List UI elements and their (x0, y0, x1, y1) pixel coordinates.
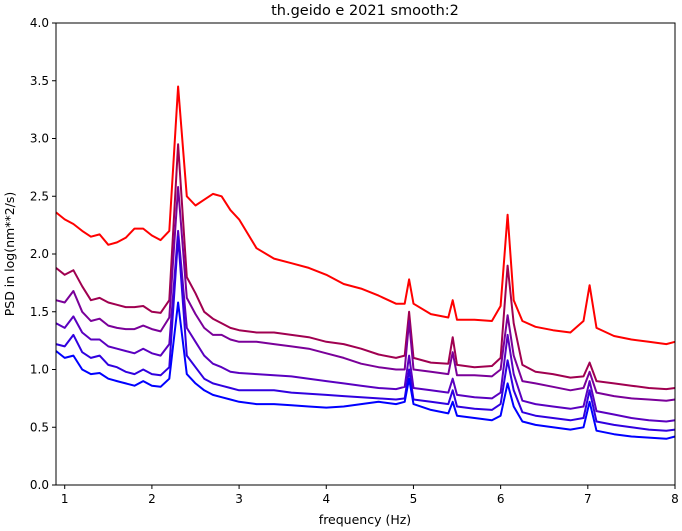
series-line-4 (55, 229, 676, 423)
y-tick-label: 3.0 (30, 132, 49, 146)
chart-title: th.geido e 2021 smooth:2 (271, 3, 459, 19)
x-axis: 1 2 3 4 5 6 7 8 (61, 485, 679, 506)
y-tick-label: 1.5 (30, 305, 49, 319)
series-line-2 (55, 143, 676, 391)
x-tick-label: 7 (584, 492, 592, 506)
y-tick-label: 2.5 (30, 189, 49, 203)
series-line-1 (55, 85, 676, 346)
plot-frame (55, 22, 676, 486)
y-tick-label: 0.5 (30, 420, 49, 434)
x-tick-label: 6 (497, 492, 505, 506)
x-tick-label: 2 (148, 492, 156, 506)
series-line-5 (55, 235, 676, 432)
x-tick-label: 5 (410, 492, 418, 506)
series-line-6 (55, 301, 676, 440)
y-tick-label: 1.0 (30, 363, 49, 377)
x-tick-label: 1 (61, 492, 69, 506)
x-axis-label: frequency (Hz) (319, 512, 411, 527)
series-layer (55, 85, 676, 440)
y-tick-label: 0.0 (30, 478, 49, 492)
y-axis: 0.0 0.5 1.0 1.5 2.0 2.5 3.0 3.5 4.0 (30, 16, 56, 492)
y-axis-label: PSD in log(nm**2/s) (2, 192, 17, 317)
x-tick-label: 3 (235, 492, 243, 506)
x-tick-label: 8 (671, 492, 679, 506)
y-tick-label: 4.0 (30, 16, 49, 30)
x-tick-label: 4 (322, 492, 330, 506)
series-line-3 (55, 186, 676, 402)
y-tick-label: 2.0 (30, 247, 49, 261)
y-tick-label: 3.5 (30, 74, 49, 88)
